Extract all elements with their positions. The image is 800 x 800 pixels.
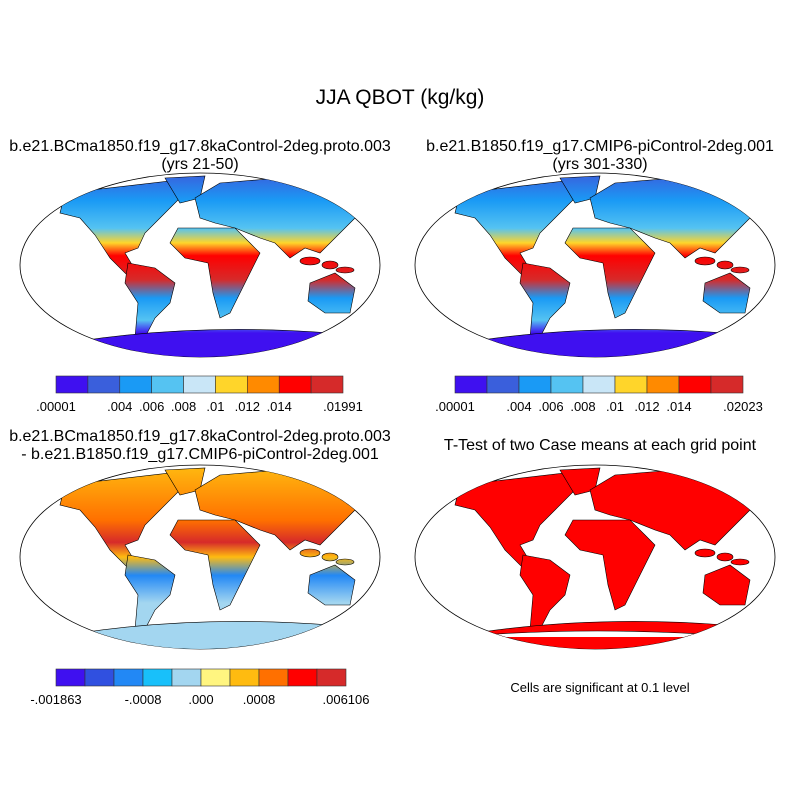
- colorbar1-label: .012: [235, 399, 260, 414]
- colorbar2-box: [710, 375, 744, 394]
- panel1-title: b.e21.BCma1850.f19_g17.8kaControl-2deg.p…: [0, 138, 400, 174]
- colorbar1-box: [278, 375, 312, 394]
- colorbar2-label: .02023: [723, 399, 763, 414]
- colorbar2-box: [582, 375, 616, 394]
- colorbar1-box: [55, 375, 89, 394]
- map-panel3: [19, 464, 381, 650]
- panel3-title: b.e21.BCma1850.f19_g17.8kaControl-2deg.p…: [0, 428, 400, 464]
- map-panel4: [414, 464, 776, 650]
- colorbar1-label: .006: [139, 399, 164, 414]
- colorbar1-label: .014: [267, 399, 292, 414]
- colorbar2-box: [678, 375, 712, 394]
- figure-title: JJA QBOT (kg/kg): [315, 86, 485, 109]
- colorbar1-box: [87, 375, 121, 394]
- colorbar3-box: [84, 668, 115, 687]
- colorbar2-label: .014: [666, 399, 691, 414]
- map-panel2: [414, 172, 776, 358]
- colorbar3-box: [113, 668, 144, 687]
- map-panel1: [19, 172, 381, 358]
- colorbar1-box: [247, 375, 280, 394]
- colorbar3-box: [142, 668, 173, 687]
- colorbar2-box: [486, 375, 520, 394]
- panel1-years: (yrs 21-50): [161, 156, 239, 173]
- colorbar1-label: .01: [206, 399, 224, 414]
- colorbar2-label: .006: [538, 399, 563, 414]
- colorbar3-box: [229, 668, 260, 687]
- colorbar3-label: .000: [188, 692, 213, 707]
- colorbar1-box: [310, 375, 344, 394]
- panel4-title: T-Test of two Case means at each grid po…: [443, 437, 757, 454]
- colorbar2-label: .012: [634, 399, 659, 414]
- colorbar2-box: [550, 375, 584, 394]
- colorbar1-box: [151, 375, 184, 394]
- colorbar3-label: -.0008: [125, 692, 162, 707]
- panel2-case: b.e21.B1850.f19_g17.CMIP6-piControl-2deg…: [426, 138, 774, 155]
- panel3-case: b.e21.BCma1850.f19_g17.8kaControl-2deg.p…: [9, 428, 391, 445]
- colorbar1-label: .01991: [323, 399, 363, 414]
- colorbar2-label: .004: [506, 399, 531, 414]
- colorbar2-box: [518, 375, 552, 394]
- colorbar1-box: [215, 375, 248, 394]
- colorbars: .00001 .004 .006 .008 .01 .012 .014 .01991 .0000…: [30, 375, 763, 707]
- colorbar3-box: [258, 668, 289, 687]
- colorbar2-box: [646, 375, 680, 394]
- colorbar2-label: .00001: [435, 399, 475, 414]
- colorbar2-label: .01: [606, 399, 624, 414]
- colorbar2-box: [454, 375, 488, 394]
- colorbar1-box: [119, 375, 152, 394]
- colorbar1-label: .008: [171, 399, 196, 414]
- panel1-case: b.e21.BCma1850.f19_g17.8kaControl-2deg.p…: [9, 138, 391, 155]
- colorbar1-box: [183, 375, 216, 394]
- colorbar3-box: [287, 668, 318, 687]
- panel4-note: Cells are significant at 0.1 level: [510, 680, 690, 695]
- colorbar3-label: .006106: [323, 692, 370, 707]
- panel2-title: b.e21.B1850.f19_g17.CMIP6-piControl-2deg…: [400, 138, 800, 174]
- panel2-years: (yrs 301-330): [552, 156, 648, 173]
- colorbar1-label: .004: [107, 399, 132, 414]
- colorbar3-box: [316, 668, 347, 687]
- colorbar3-label: .0008: [243, 692, 276, 707]
- panel3-diff: - b.e21.B1850.f19_g17.CMIP6-piControl-2d…: [21, 446, 379, 463]
- colorbar2-box: [614, 375, 648, 394]
- colorbar3-box: [200, 668, 231, 687]
- colorbar3-box: [55, 668, 86, 687]
- colorbar1-label: .00001: [36, 399, 76, 414]
- colorbar3-box: [171, 668, 202, 687]
- colorbar3-label: -.001863: [30, 692, 81, 707]
- colorbar2-label: .008: [570, 399, 595, 414]
